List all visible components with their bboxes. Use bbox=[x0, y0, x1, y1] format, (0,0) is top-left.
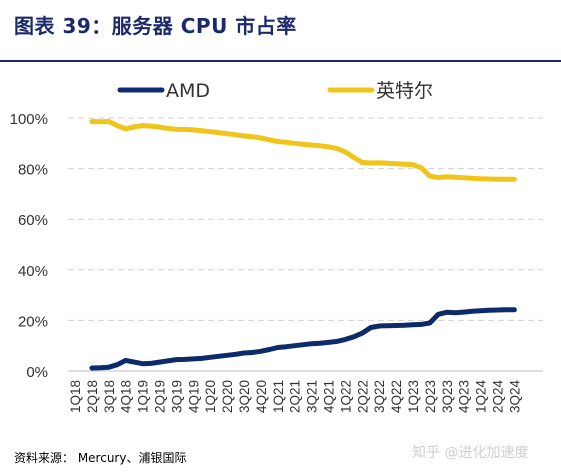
x-tick-label: 4Q23 bbox=[457, 380, 472, 413]
x-tick-label: 3Q19 bbox=[169, 380, 184, 413]
title-rule bbox=[0, 60, 561, 62]
y-tick-label: 60% bbox=[18, 212, 48, 229]
source-note: 资料来源： Mercury、浦银国际 bbox=[14, 451, 187, 465]
x-tick-label: 3Q18 bbox=[102, 380, 117, 413]
x-tick-label: 2Q24 bbox=[491, 380, 506, 414]
x-tick-label: 3Q22 bbox=[372, 380, 387, 413]
y-tick-label: 80% bbox=[18, 162, 48, 179]
x-tick-label: 2Q18 bbox=[85, 380, 100, 413]
x-axis-ticks: 1Q18 2Q18 3Q18 4Q18 1Q19 2Q19 3Q19 4Q19 1Q20 2Q20… bbox=[68, 380, 522, 414]
x-tick-label: 4Q18 bbox=[119, 380, 134, 413]
x-tick-label: 2Q21 bbox=[288, 380, 303, 413]
x-tick-label: 2Q22 bbox=[355, 380, 370, 413]
x-tick-label: 3Q24 bbox=[507, 380, 522, 414]
y-axis-ticks: 0% 20% 40% 60% 80% 100% bbox=[10, 111, 48, 381]
x-tick-label: 1Q19 bbox=[136, 380, 151, 413]
x-tick-label: 4Q21 bbox=[322, 380, 337, 413]
x-tick-label: 1Q20 bbox=[203, 380, 218, 413]
series-lines bbox=[89, 119, 517, 371]
legend-label-intel: 英特尔 bbox=[376, 80, 433, 102]
x-tick-label: 3Q23 bbox=[440, 380, 455, 413]
series-line-intel bbox=[89, 119, 517, 182]
x-tick-label: 3Q20 bbox=[237, 380, 252, 413]
x-tick-label: 1Q23 bbox=[406, 380, 421, 413]
x-tick-label: 3Q21 bbox=[305, 380, 320, 413]
page-title: 图表 39：服务器 CPU 市占率 bbox=[14, 14, 297, 38]
x-tick-label: 2Q20 bbox=[220, 380, 235, 413]
y-tick-label: 20% bbox=[18, 313, 48, 330]
y-tick-label: 40% bbox=[18, 263, 48, 280]
x-tick-label: 1Q24 bbox=[474, 380, 489, 414]
series-line-amd bbox=[89, 307, 517, 371]
x-tick-label: 4Q19 bbox=[186, 380, 201, 413]
y-tick-label: 100% bbox=[10, 111, 48, 128]
x-tick-label: 4Q20 bbox=[254, 380, 269, 413]
x-tick-label: 1Q21 bbox=[271, 380, 286, 413]
gridlines bbox=[68, 117, 543, 321]
x-tick-label: 2Q23 bbox=[423, 380, 438, 413]
x-tick-label: 1Q18 bbox=[68, 380, 83, 413]
x-tick-label: 4Q22 bbox=[389, 380, 404, 413]
x-tick-label: 1Q22 bbox=[338, 380, 353, 413]
watermark: 知乎 @进化加速度 bbox=[412, 445, 529, 461]
y-tick-label: 0% bbox=[26, 364, 48, 381]
legend: AMD 英特尔 bbox=[117, 80, 433, 102]
x-tick-label: 2Q19 bbox=[153, 380, 168, 413]
legend-label-amd: AMD bbox=[166, 80, 210, 102]
